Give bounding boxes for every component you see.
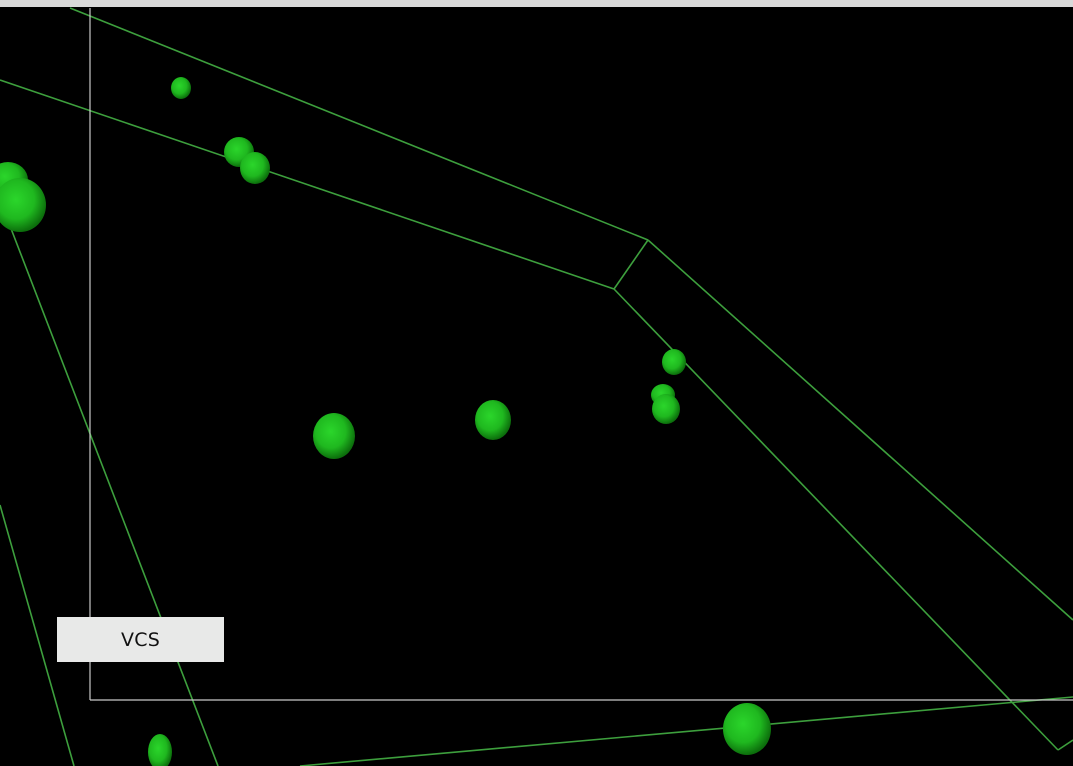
sphere [240,152,270,184]
vcs-label: VCS [57,617,224,662]
bounding-box-outline [0,7,1073,766]
sphere [0,178,46,232]
frame-outline [89,8,1073,701]
sphere [313,413,355,459]
sphere [475,400,511,440]
sphere [723,703,771,755]
sphere [652,394,680,424]
sphere [171,77,191,99]
sphere-group [0,77,771,766]
sphere [662,349,686,375]
sphere [148,734,172,766]
window-top-strip [0,0,1073,7]
